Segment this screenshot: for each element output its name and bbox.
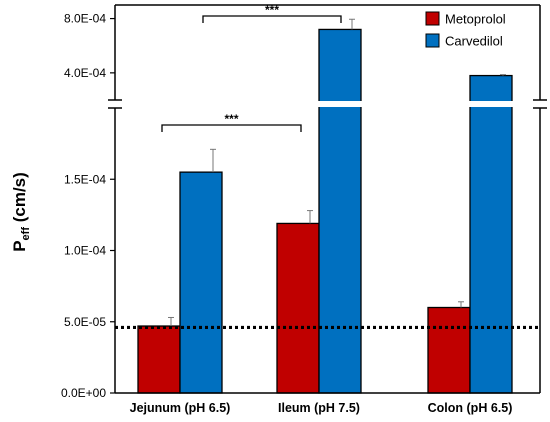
legend-swatch-carvedilol xyxy=(425,33,440,48)
x-category-label: Jejunum (pH 6.5) xyxy=(130,401,231,415)
y-tick-label: 4.0E-04 xyxy=(64,66,106,80)
legend-label-carvedilol: Carvedilol xyxy=(445,34,503,49)
y-tick-label: 1.0E-04 xyxy=(64,244,106,258)
legend-swatch-metoprolol xyxy=(425,11,440,26)
significance-label-0: *** xyxy=(265,3,279,17)
y-axis-label: Peff (cm/s) xyxy=(10,172,32,252)
significance-bracket-1 xyxy=(161,124,302,132)
bar-carvedilol-0 xyxy=(179,171,223,394)
significance-label-1: *** xyxy=(224,112,238,126)
bar-carvedilol-2 xyxy=(469,74,513,394)
y-axis-label-main: P xyxy=(10,240,29,251)
bar-metoprolol-0 xyxy=(137,325,181,394)
bar-metoprolol-2 xyxy=(427,306,471,394)
y-axis-label-subscript: eff xyxy=(20,227,32,241)
bar-carvedilol-1 xyxy=(318,28,362,394)
axis-break-gap xyxy=(116,101,539,107)
legend: Metoprolol Carvedilol xyxy=(425,11,506,49)
y-tick-label: 1.5E-04 xyxy=(64,172,106,186)
x-category-label: Ileum (pH 7.5) xyxy=(278,401,360,415)
y-tick-label: 8.0E-04 xyxy=(64,12,106,26)
legend-label-metoprolol: Metoprolol xyxy=(445,12,506,27)
x-category-label: Colon (pH 6.5) xyxy=(428,401,513,415)
y-tick-label: 0.0E+00 xyxy=(61,386,106,400)
y-tick-label: 5.0E-05 xyxy=(64,315,106,329)
significance-bracket-0 xyxy=(202,15,342,23)
bar-metoprolol-1 xyxy=(276,222,320,394)
y-axis-label-unit: (cm/s) xyxy=(10,172,29,227)
plot-area: 0.0E+00 5.0E-05 1.0E-04 1.5E-04 4.0E-04 8.0E-… xyxy=(61,3,547,415)
y-axis-label-text: Peff (cm/s) xyxy=(10,172,32,252)
